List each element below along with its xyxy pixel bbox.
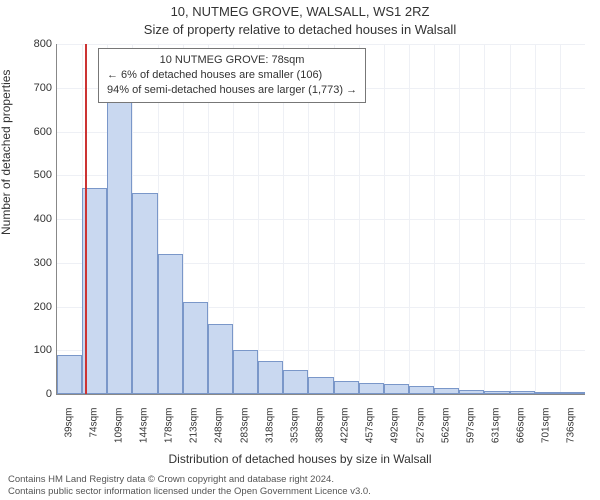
gridline-v: [535, 44, 536, 394]
y-tick-label: 500: [12, 169, 52, 181]
histogram-bar: [560, 392, 585, 394]
y-axis-label: Number of detached properties: [0, 70, 13, 235]
y-tick-label: 0: [12, 388, 52, 400]
histogram-bar: [334, 381, 359, 394]
chart-container: { "chart": { "type": "histogram", "title…: [0, 0, 600, 500]
histogram-bar: [535, 392, 560, 394]
histogram-bar: [484, 391, 509, 395]
histogram-bar: [283, 370, 308, 394]
annotation-box: 10 NUTMEG GROVE: 78sqm← 6% of detached h…: [98, 48, 366, 103]
y-tick-label: 400: [12, 213, 52, 225]
gridline-h: [57, 175, 585, 176]
annotation-line: ← 6% of detached houses are smaller (106…: [107, 68, 357, 83]
x-axis-label: Distribution of detached houses by size …: [0, 452, 600, 466]
y-tick-label: 600: [12, 126, 52, 138]
histogram-bar: [434, 388, 459, 394]
gridline-v: [409, 44, 410, 394]
histogram-bar: [384, 384, 409, 394]
y-tick-label: 200: [12, 301, 52, 313]
histogram-bar: [359, 383, 384, 394]
histogram-bar: [459, 390, 484, 394]
annotation-line: 94% of semi-detached houses are larger (…: [107, 83, 357, 98]
footer-line-1: Contains HM Land Registry data © Crown c…: [8, 474, 592, 486]
annotation-line: 10 NUTMEG GROVE: 78sqm: [107, 53, 357, 68]
histogram-bar: [258, 361, 283, 394]
histogram-bar: [208, 324, 233, 394]
y-tick-label: 700: [12, 82, 52, 94]
footer-attribution: Contains HM Land Registry data © Crown c…: [8, 474, 592, 498]
histogram-bar: [107, 101, 132, 394]
histogram-bar: [158, 254, 183, 394]
histogram-bar: [308, 377, 333, 395]
footer-line-2: Contains public sector information licen…: [8, 486, 592, 498]
histogram-bar: [233, 350, 258, 394]
gridline-h: [57, 44, 585, 45]
histogram-bar: [132, 193, 157, 394]
chart-title-line2: Size of property relative to detached ho…: [0, 22, 600, 37]
histogram-bar: [57, 355, 82, 394]
gridline-h: [57, 132, 585, 133]
chart-title-line1: 10, NUTMEG GROVE, WALSALL, WS1 2RZ: [0, 4, 600, 19]
gridline-v: [459, 44, 460, 394]
histogram-bar: [409, 386, 434, 394]
gridline-v: [434, 44, 435, 394]
histogram-bar: [183, 302, 208, 394]
y-tick-label: 300: [12, 257, 52, 269]
y-tick-label: 100: [12, 344, 52, 356]
gridline-v: [484, 44, 485, 394]
gridline-v: [510, 44, 511, 394]
y-tick-label: 800: [12, 38, 52, 50]
marker-line: [85, 44, 87, 394]
histogram-bar: [510, 391, 535, 394]
gridline-v: [384, 44, 385, 394]
gridline-v: [560, 44, 561, 394]
